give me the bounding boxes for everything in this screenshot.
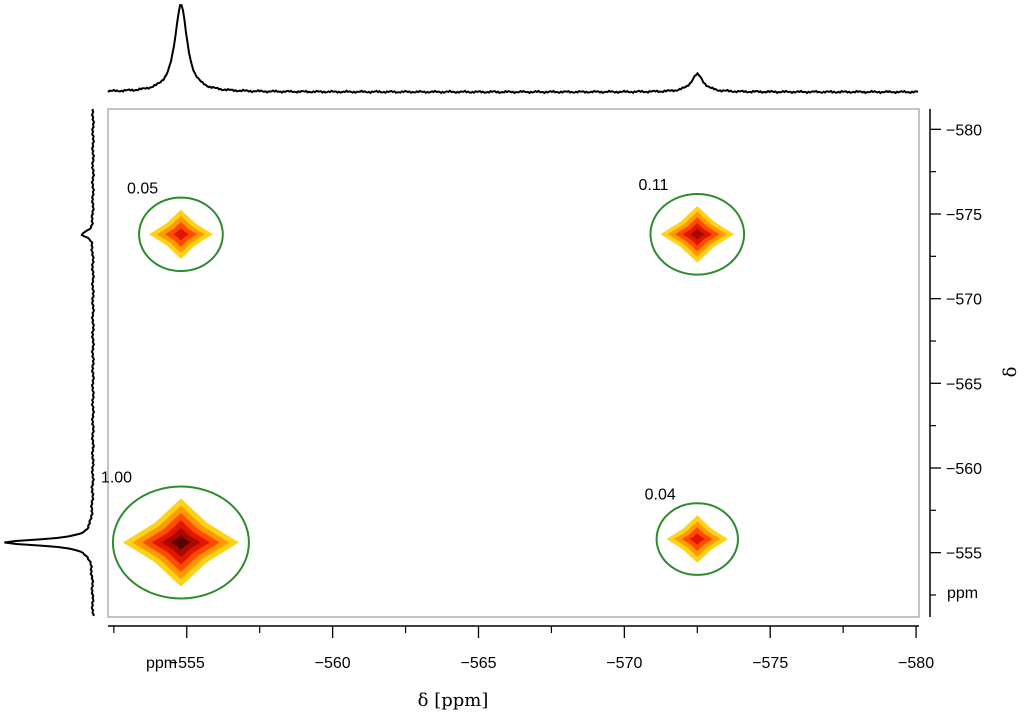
top-projection [107,3,919,95]
peak-highlight-ellipse [649,192,746,276]
x-tick-label: −580 [898,655,934,672]
peak-contour [689,228,705,240]
left-projection [4,108,96,617]
x-tick-label: −555 [169,655,205,672]
x-axis-title: δ [ppm] [418,690,489,711]
x-tick-label: −575 [752,655,788,672]
y-tick-label: −560 [946,461,982,478]
plot-frame [107,108,920,618]
peak-label: 0.11 [638,177,668,194]
peak-contour [172,228,189,241]
peak-label: 1.00 [101,469,132,486]
top-projection-trace [107,3,919,95]
peak-highlight-ellipse [655,502,739,576]
peak-contour [689,533,705,546]
peak-contour [171,535,191,550]
y-tick-label: −565 [946,376,982,393]
y-tick-label: −580 [946,122,982,139]
y-tick-label: −555 [946,546,982,563]
y-axis: −555 −560 −565 −570 −575 −580 [929,109,982,617]
y-axis-title: δ [1000,367,1021,378]
peak-highlight-ellipse [138,196,224,273]
peak-label: 0.04 [645,486,676,503]
y-unit-label: ppm [947,585,978,602]
x-tick-label: −560 [315,655,351,672]
y-tick-label: −575 [946,207,982,224]
x-tick-label: −565 [460,655,496,672]
peak-layer: 1.00 0.05 0.11 0.04 [101,177,746,600]
x-axis: −555 −560 −565 −570 −575 −580 [108,625,934,672]
x-tick-label: −570 [606,655,642,672]
y-tick-label: −570 [946,292,982,309]
peak-highlight-ellipse [111,485,250,600]
x-unit-label: ppm [146,655,177,672]
left-projection-trace [4,108,96,617]
peak-label: 0.05 [127,181,158,198]
